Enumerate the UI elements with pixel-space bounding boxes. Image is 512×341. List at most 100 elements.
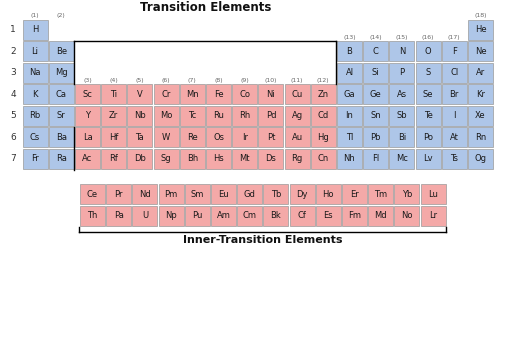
Text: Pm: Pm <box>164 190 178 199</box>
Text: Br: Br <box>450 90 459 99</box>
FancyBboxPatch shape <box>285 149 310 169</box>
Text: Hf: Hf <box>109 133 118 142</box>
FancyBboxPatch shape <box>442 84 467 104</box>
Text: Np: Np <box>165 211 177 220</box>
Text: O: O <box>425 47 432 56</box>
Text: Og: Og <box>475 154 486 163</box>
FancyBboxPatch shape <box>75 106 100 126</box>
Text: (1): (1) <box>31 13 39 18</box>
Text: Cs: Cs <box>30 133 40 142</box>
FancyBboxPatch shape <box>49 63 74 83</box>
Text: Yb: Yb <box>402 190 412 199</box>
Text: Ac: Ac <box>82 154 93 163</box>
FancyBboxPatch shape <box>154 106 179 126</box>
Text: U: U <box>142 211 148 220</box>
FancyBboxPatch shape <box>468 106 493 126</box>
FancyBboxPatch shape <box>263 184 288 204</box>
Text: Ca: Ca <box>56 90 67 99</box>
Text: (5): (5) <box>136 77 144 83</box>
Text: Er: Er <box>350 190 359 199</box>
Text: (7): (7) <box>188 77 197 83</box>
Text: Mo: Mo <box>160 111 172 120</box>
FancyBboxPatch shape <box>206 127 231 147</box>
Text: (15): (15) <box>396 34 408 40</box>
Text: Tm: Tm <box>374 190 387 199</box>
FancyBboxPatch shape <box>442 149 467 169</box>
Text: Pu: Pu <box>192 211 202 220</box>
Text: Rn: Rn <box>475 133 486 142</box>
FancyBboxPatch shape <box>263 206 288 226</box>
FancyBboxPatch shape <box>442 106 467 126</box>
FancyBboxPatch shape <box>337 106 362 126</box>
Text: Rb: Rb <box>30 111 41 120</box>
Text: Pa: Pa <box>114 211 123 220</box>
Text: Xe: Xe <box>475 111 486 120</box>
Text: La: La <box>82 133 92 142</box>
Text: (4): (4) <box>110 77 118 83</box>
Text: At: At <box>450 133 459 142</box>
FancyBboxPatch shape <box>232 84 257 104</box>
Text: Pr: Pr <box>115 190 123 199</box>
FancyBboxPatch shape <box>311 127 336 147</box>
FancyBboxPatch shape <box>420 206 445 226</box>
Text: Nd: Nd <box>139 190 151 199</box>
Text: P: P <box>399 68 404 77</box>
Text: Zr: Zr <box>109 111 118 120</box>
Text: Mt: Mt <box>240 154 250 163</box>
FancyBboxPatch shape <box>416 149 441 169</box>
Text: Rg: Rg <box>291 154 303 163</box>
FancyBboxPatch shape <box>468 84 493 104</box>
Text: Fm: Fm <box>348 211 361 220</box>
FancyBboxPatch shape <box>416 106 441 126</box>
Text: Sg: Sg <box>161 154 172 163</box>
FancyBboxPatch shape <box>416 127 441 147</box>
Text: Ru: Ru <box>213 111 224 120</box>
FancyBboxPatch shape <box>311 84 336 104</box>
Text: (8): (8) <box>214 77 223 83</box>
Text: Sb: Sb <box>397 111 407 120</box>
Text: Zn: Zn <box>318 90 329 99</box>
FancyBboxPatch shape <box>133 184 157 204</box>
Text: Kr: Kr <box>476 90 485 99</box>
Text: (18): (18) <box>474 13 487 18</box>
Text: Tc: Tc <box>188 111 197 120</box>
FancyBboxPatch shape <box>285 127 310 147</box>
Text: 1: 1 <box>10 25 16 34</box>
Text: 5: 5 <box>10 111 16 120</box>
FancyBboxPatch shape <box>285 84 310 104</box>
FancyBboxPatch shape <box>368 206 393 226</box>
Text: Fl: Fl <box>372 154 379 163</box>
FancyBboxPatch shape <box>101 149 126 169</box>
FancyBboxPatch shape <box>290 184 314 204</box>
Text: Rh: Rh <box>239 111 250 120</box>
FancyBboxPatch shape <box>180 106 205 126</box>
FancyBboxPatch shape <box>232 106 257 126</box>
Text: Transition Elements: Transition Elements <box>140 1 271 14</box>
Text: 6: 6 <box>10 133 16 142</box>
Text: (3): (3) <box>83 77 92 83</box>
FancyBboxPatch shape <box>468 41 493 61</box>
Text: 4: 4 <box>10 90 16 99</box>
FancyBboxPatch shape <box>80 184 105 204</box>
Text: Lr: Lr <box>429 211 437 220</box>
Text: Ce: Ce <box>87 190 98 199</box>
Text: N: N <box>399 47 405 56</box>
FancyBboxPatch shape <box>363 106 388 126</box>
Text: Mc: Mc <box>396 154 408 163</box>
Text: Ds: Ds <box>265 154 276 163</box>
Text: Nh: Nh <box>344 154 355 163</box>
Text: Mg: Mg <box>55 68 68 77</box>
FancyBboxPatch shape <box>133 206 157 226</box>
FancyBboxPatch shape <box>180 84 205 104</box>
Text: Bk: Bk <box>270 211 281 220</box>
Text: Os: Os <box>213 133 224 142</box>
FancyBboxPatch shape <box>390 149 414 169</box>
Text: Po: Po <box>423 133 433 142</box>
Text: Pb: Pb <box>371 133 381 142</box>
FancyBboxPatch shape <box>159 184 184 204</box>
FancyBboxPatch shape <box>127 106 153 126</box>
FancyBboxPatch shape <box>154 127 179 147</box>
Text: Ge: Ge <box>370 90 381 99</box>
Text: 7: 7 <box>10 154 16 163</box>
Text: W: W <box>162 133 170 142</box>
